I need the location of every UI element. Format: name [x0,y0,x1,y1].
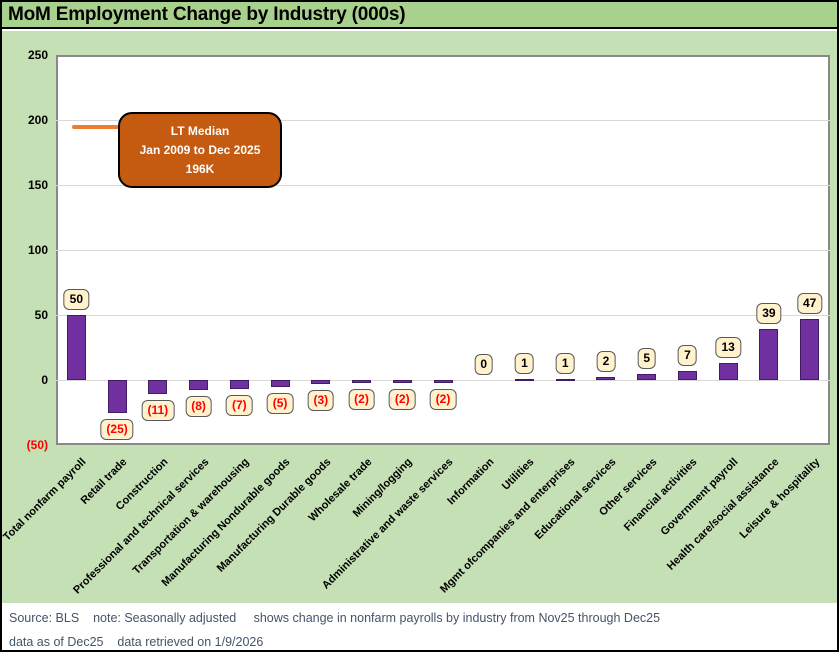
median-annotation-line: Jan 2009 to Dec 2025 [139,142,261,157]
bar [800,318,820,380]
y-axis-tick-label: (50) [26,438,48,452]
gridline [56,185,830,186]
data-label: (5) [266,392,294,414]
bar [555,378,575,381]
y-axis-tick-label: 150 [27,178,48,192]
footer: Source: BLS note: Seasonally adjusted sh… [2,603,837,650]
y-axis-tick-label: 100 [27,243,48,257]
data-label: 50 [63,289,90,310]
y-axis-tick-label: 250 [27,48,48,62]
chart-title: MoM Employment Change by Industry (000s) [8,3,406,25]
median-annotation-box: LT Median Jan 2009 to Dec 2025 196K [118,112,282,188]
data-label: (8) [185,396,212,418]
bar [189,380,209,391]
bar [596,377,616,380]
data-label: 5 [637,347,657,369]
y-axis-tick-label: 0 [41,373,48,387]
data-label: (25) [100,418,134,440]
data-label: 1 [515,352,534,374]
y-axis-tick-label: 50 [34,308,48,322]
bar [270,380,290,387]
bar [392,380,412,383]
y-axis-tick-label: 200 [27,113,48,127]
bar [718,363,738,380]
gridline [56,120,830,121]
bar [433,380,453,383]
gridline [56,315,830,316]
bar [107,380,127,413]
gridline [56,250,830,251]
bar [514,378,534,381]
data-label: 0 [474,354,494,375]
median-annotation-line: 196K [185,161,215,176]
title-bar: MoM Employment Change by Industry (000s) [2,2,837,29]
data-label: 47 [796,292,823,314]
data-label: (11) [141,400,175,422]
data-label: (3) [307,389,335,411]
median-line [72,125,120,129]
footer-source-note: Source: BLS note: Seasonally adjusted sh… [9,611,661,625]
data-label: (2) [429,388,457,410]
data-label: (2) [348,388,375,410]
bar [637,373,657,380]
bar [66,315,86,380]
bar [677,370,697,380]
bar [229,380,249,390]
data-label: 1 [555,352,575,374]
data-label: 13 [715,337,741,359]
bar [311,380,331,384]
median-annotation-line: LT Median [170,123,230,138]
bar [148,380,168,395]
data-label: (7) [225,395,253,417]
data-label: 7 [678,344,697,366]
bar [352,380,372,383]
data-label: 39 [756,303,782,325]
bar [759,329,779,380]
data-label: 2 [596,351,616,373]
data-label: (2) [388,388,416,410]
chart-body: 250 200 150 100 50 0 (50) 50 (25) (11) (8) (7) (5) (3… [1,31,837,603]
footer-data-asof: data as of Dec25 data retrieved on 1/9/2… [9,635,264,649]
